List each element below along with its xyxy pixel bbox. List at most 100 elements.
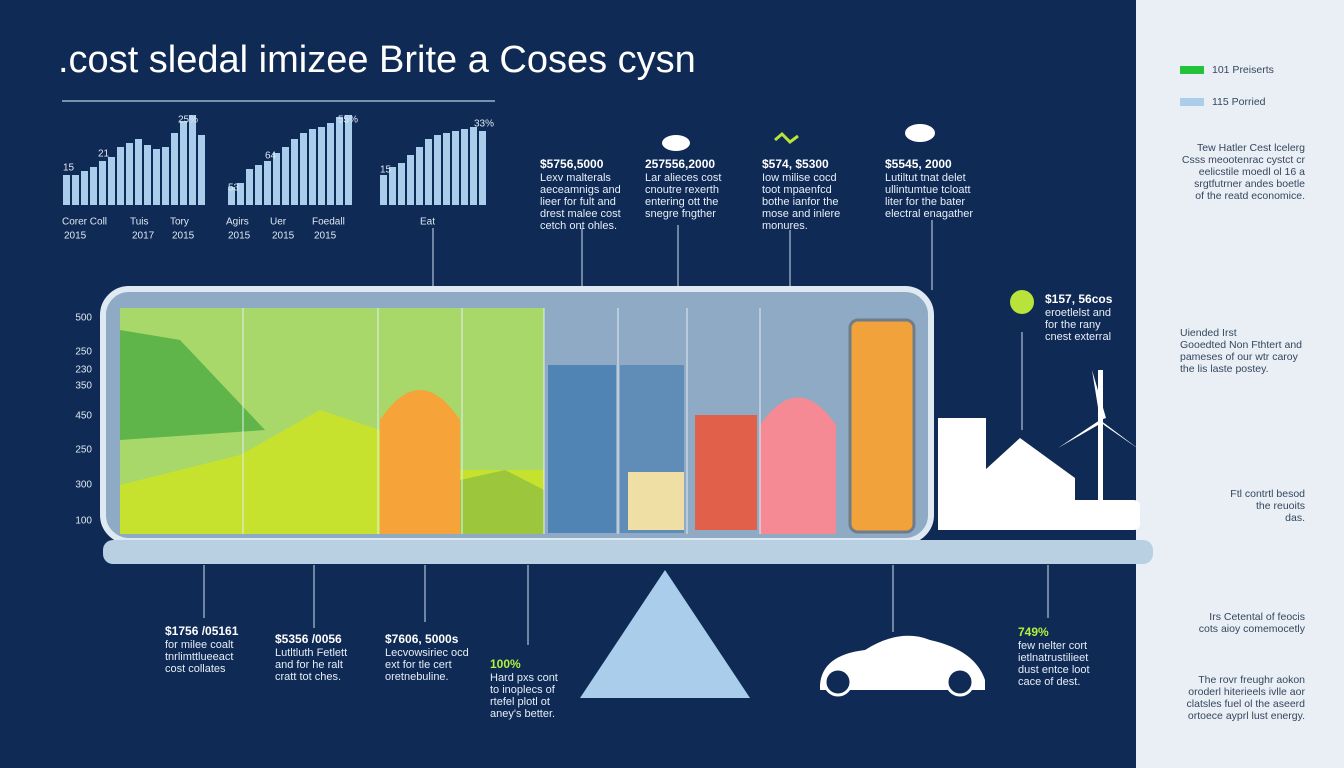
- label: 250: [75, 445, 92, 456]
- label: 2017: [132, 231, 155, 242]
- mini-bar: [336, 117, 343, 205]
- label: $7606, 5000s: [385, 632, 459, 646]
- label: bothe ianfor the: [762, 196, 838, 208]
- icon: [774, 131, 799, 144]
- label: mose and inlere: [762, 208, 840, 220]
- mini-bar: [189, 115, 196, 205]
- dividers: [242, 308, 761, 534]
- label: drest malee cost: [540, 208, 621, 220]
- label: clatsles fuel ol the aseerd: [1187, 698, 1306, 710]
- label: 2015: [314, 231, 337, 242]
- mini-bar: [246, 169, 253, 205]
- mini-bar: [81, 171, 88, 205]
- label: 15: [63, 163, 75, 174]
- mini-bar: [171, 133, 178, 205]
- label: few nelter cort: [1018, 640, 1087, 652]
- mini-bar: [318, 127, 325, 205]
- label: eelicstile moedl ol 16 a: [1199, 166, 1305, 178]
- bricks: [628, 415, 757, 530]
- label: Lutiltut tnat delet: [885, 172, 966, 184]
- label: The rovr freughr aokon: [1198, 674, 1305, 686]
- mini-bar: [228, 187, 235, 205]
- label: 100%: [490, 657, 521, 671]
- mini-bar: [126, 143, 133, 205]
- mini-bar: [425, 139, 432, 205]
- mini-bar: [282, 147, 289, 205]
- label: electral enagather: [885, 208, 973, 220]
- label: of the reatd economice.: [1195, 190, 1305, 202]
- city: [820, 370, 1140, 690]
- label: Ftl contrtl besod: [1230, 488, 1305, 500]
- label: $5756,5000: [540, 157, 604, 171]
- mini-bar: [72, 175, 79, 205]
- label: 53: [228, 183, 240, 194]
- title: .cost sledal imizee Brite a Coses cysn: [58, 39, 696, 81]
- wheel: [823, 667, 853, 697]
- mini-bar: [380, 175, 387, 205]
- label: monures.: [762, 220, 808, 232]
- label: ext for tle cert: [385, 659, 452, 671]
- label: eroetlelst and: [1045, 307, 1111, 319]
- orange-dome: [380, 390, 460, 534]
- label: cratt tot ches.: [275, 671, 341, 683]
- label: for the rany: [1045, 319, 1101, 331]
- label: Lar alieces cost: [645, 172, 721, 184]
- pink-dome: [760, 397, 836, 534]
- mini-bar: [300, 133, 307, 205]
- label: 115 Porried: [1212, 96, 1266, 108]
- label: 64: [265, 151, 277, 162]
- label: 25%: [178, 115, 198, 126]
- wheel: [945, 667, 975, 697]
- mini-bar: [327, 123, 334, 205]
- label: 2015: [228, 231, 251, 242]
- label: 350: [75, 381, 92, 392]
- mini-charts: [63, 115, 486, 205]
- mini-bar: [108, 157, 115, 205]
- fulcrum: [580, 570, 750, 698]
- orange-cell: [848, 318, 916, 534]
- panel-hill2: [460, 470, 544, 534]
- label: cace of dest.: [1018, 676, 1080, 688]
- panel-wave: [120, 330, 265, 440]
- label: $5545, 2000: [885, 157, 952, 171]
- mini-bar: [416, 147, 423, 205]
- label: Gooedted Non Fthtert and: [1180, 339, 1302, 351]
- label: for milee coalt: [165, 639, 233, 651]
- label: 2015: [64, 231, 87, 242]
- label: 749%: [1018, 625, 1049, 639]
- sidebar: [1136, 0, 1344, 768]
- label: Agirs: [226, 217, 249, 228]
- mini-bar: [309, 129, 316, 205]
- mini-bar: [291, 139, 298, 205]
- sun-icon: [1010, 290, 1034, 314]
- mini-bar: [255, 165, 262, 205]
- mini-bar: [389, 167, 396, 205]
- label: oretnebuline.: [385, 671, 449, 683]
- mini-bar: [434, 135, 441, 205]
- label: 55%: [338, 115, 358, 126]
- mini-bar: [443, 133, 450, 205]
- mini-bar: [117, 147, 124, 205]
- label: Uer: [270, 217, 287, 228]
- legend-swatch: [1180, 98, 1204, 106]
- legend-swatch: [1180, 66, 1204, 74]
- label: 101 Preiserts: [1212, 64, 1274, 76]
- label: ullintumtue tcloatt: [885, 184, 971, 196]
- mini-bar: [479, 131, 486, 205]
- label: $157, 56cos: [1045, 292, 1113, 306]
- label: Uiended Irst: [1180, 327, 1237, 339]
- label: ortoece ayprl lust energy.: [1188, 710, 1305, 722]
- label: cost collates: [165, 663, 226, 675]
- label: 33%: [474, 119, 494, 130]
- label: Csss meootenrac cystct cr: [1182, 154, 1306, 166]
- label: dust entce loot: [1018, 664, 1090, 676]
- label: liter for the bater: [885, 196, 965, 208]
- mini-bar: [407, 155, 414, 205]
- label: Hard pxs cont: [490, 672, 558, 684]
- connectors: [203, 220, 1049, 645]
- base-rail: [103, 540, 1153, 564]
- label: entering ott the: [645, 196, 718, 208]
- label: cetch ont ohles.: [540, 220, 617, 232]
- mini-bar: [237, 183, 244, 205]
